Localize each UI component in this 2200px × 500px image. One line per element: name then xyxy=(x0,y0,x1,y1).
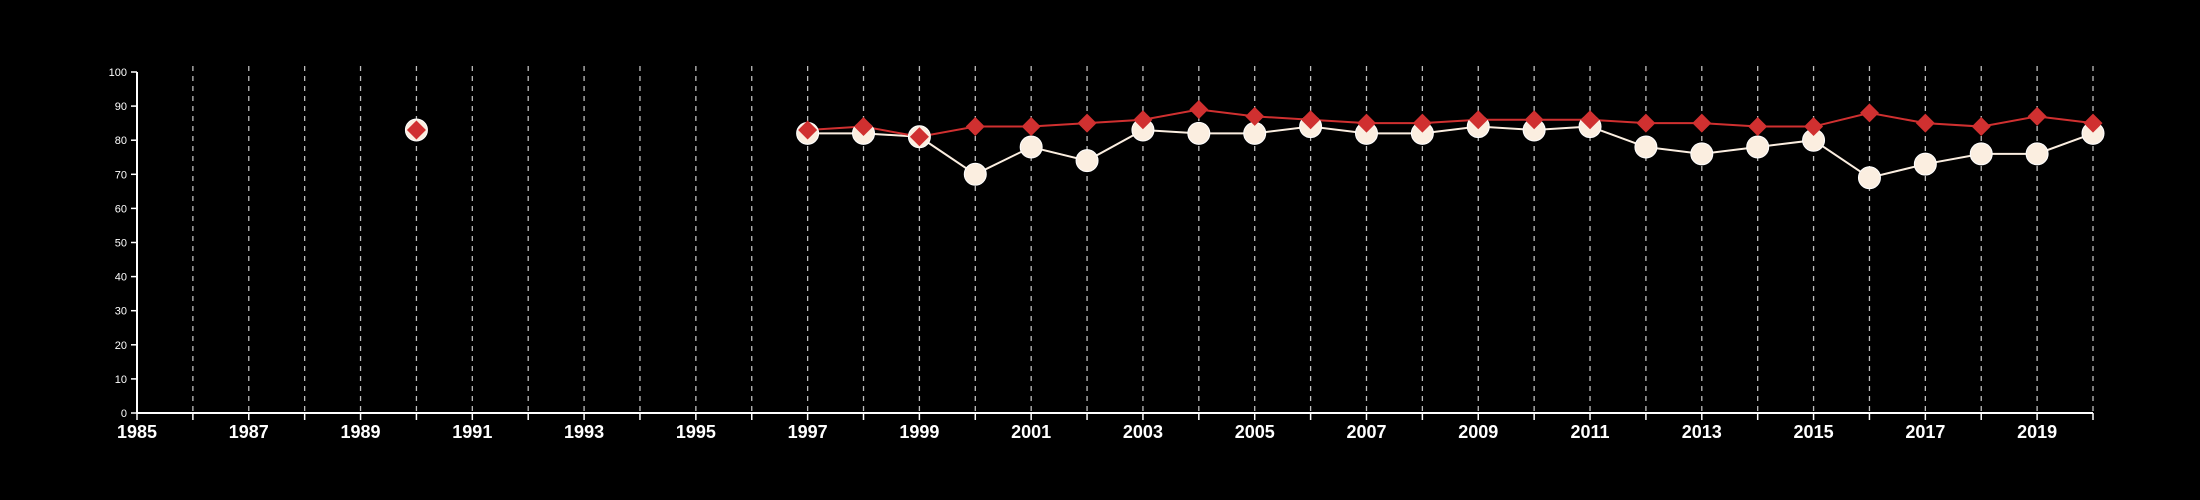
y-tick-label: 20 xyxy=(115,340,127,352)
y-tick-label: 90 xyxy=(115,101,127,113)
series-2-point xyxy=(1748,117,1768,137)
y-tick-label: 60 xyxy=(115,203,127,215)
series-1-point xyxy=(2025,142,2049,166)
series-2-point xyxy=(2083,113,2103,133)
series-1-point xyxy=(1857,166,1881,190)
series-2-point xyxy=(1356,113,1376,133)
x-tick-label: 1991 xyxy=(452,422,492,442)
series-2-point xyxy=(1915,113,1935,133)
y-tick-label: 10 xyxy=(115,374,127,386)
series-2-point xyxy=(1021,117,1041,137)
series-markers xyxy=(404,100,2105,190)
series-2-point xyxy=(1524,110,1544,130)
series-1-point xyxy=(1913,152,1937,176)
x-tick-label: 1999 xyxy=(899,422,939,442)
x-tick-label: 2003 xyxy=(1123,422,1163,442)
series-2-point xyxy=(2027,106,2047,126)
y-tick-label: 70 xyxy=(115,169,127,181)
y-tick-label: 0 xyxy=(121,408,127,420)
axes: 0 10 20 30 40 50 60 70 80 90 100 1985 1987 1989 1991 19… xyxy=(109,67,2094,442)
x-tick-label: 1997 xyxy=(788,422,828,442)
series-2-point xyxy=(1133,110,1153,130)
series-1-point xyxy=(1187,121,1211,145)
y-tick-label: 100 xyxy=(109,67,127,79)
series-2-point xyxy=(1189,100,1209,120)
series-2-point xyxy=(1077,113,1097,133)
y-tick-label: 40 xyxy=(115,272,127,284)
series-2-point xyxy=(1245,106,1265,126)
series-1-point xyxy=(1019,135,1043,159)
x-tick-label: 2009 xyxy=(1458,422,1498,442)
y-tick-label: 50 xyxy=(115,238,127,250)
x-tick-label: 1995 xyxy=(676,422,716,442)
grid-lines xyxy=(192,66,2094,413)
series-2-point xyxy=(909,127,929,147)
x-tick-label: 1993 xyxy=(564,422,604,442)
series-2-point xyxy=(1636,113,1656,133)
series-1-point xyxy=(1075,149,1099,173)
series-2-point xyxy=(965,117,985,137)
series-2-point xyxy=(798,120,818,140)
x-tick-label: 2015 xyxy=(1794,422,1834,442)
y-tick-label: 80 xyxy=(115,135,127,147)
series-1-point xyxy=(963,162,987,186)
x-tick-label: 2007 xyxy=(1346,422,1386,442)
x-tick-label: 2013 xyxy=(1682,422,1722,442)
series-2-point xyxy=(406,120,426,140)
series-1-point xyxy=(1746,135,1770,159)
series-2-point xyxy=(1412,113,1432,133)
series-2-point xyxy=(1804,117,1824,137)
series-2-point xyxy=(1468,110,1488,130)
series-2-point xyxy=(1859,103,1879,123)
series-1-point xyxy=(1690,142,1714,166)
x-tick-label: 1989 xyxy=(341,422,381,442)
series-2-point xyxy=(1580,110,1600,130)
x-tick-label: 2017 xyxy=(1905,422,1945,442)
x-tick-label: 2019 xyxy=(2017,422,2057,442)
series-2-point xyxy=(1971,117,1991,137)
series-2-point xyxy=(1692,113,1712,133)
x-tick-label: 1985 xyxy=(117,422,157,442)
x-tick-label: 1987 xyxy=(229,422,269,442)
x-tick-label: 2005 xyxy=(1235,422,1275,442)
x-tick-label: 2011 xyxy=(1570,422,1609,442)
y-tick-label: 30 xyxy=(115,306,127,318)
series-1-point xyxy=(1969,142,1993,166)
x-tick-label: 2001 xyxy=(1011,422,1051,442)
series-1-point xyxy=(1634,135,1658,159)
series-2-point xyxy=(854,117,874,137)
series-2-point xyxy=(1301,110,1321,130)
